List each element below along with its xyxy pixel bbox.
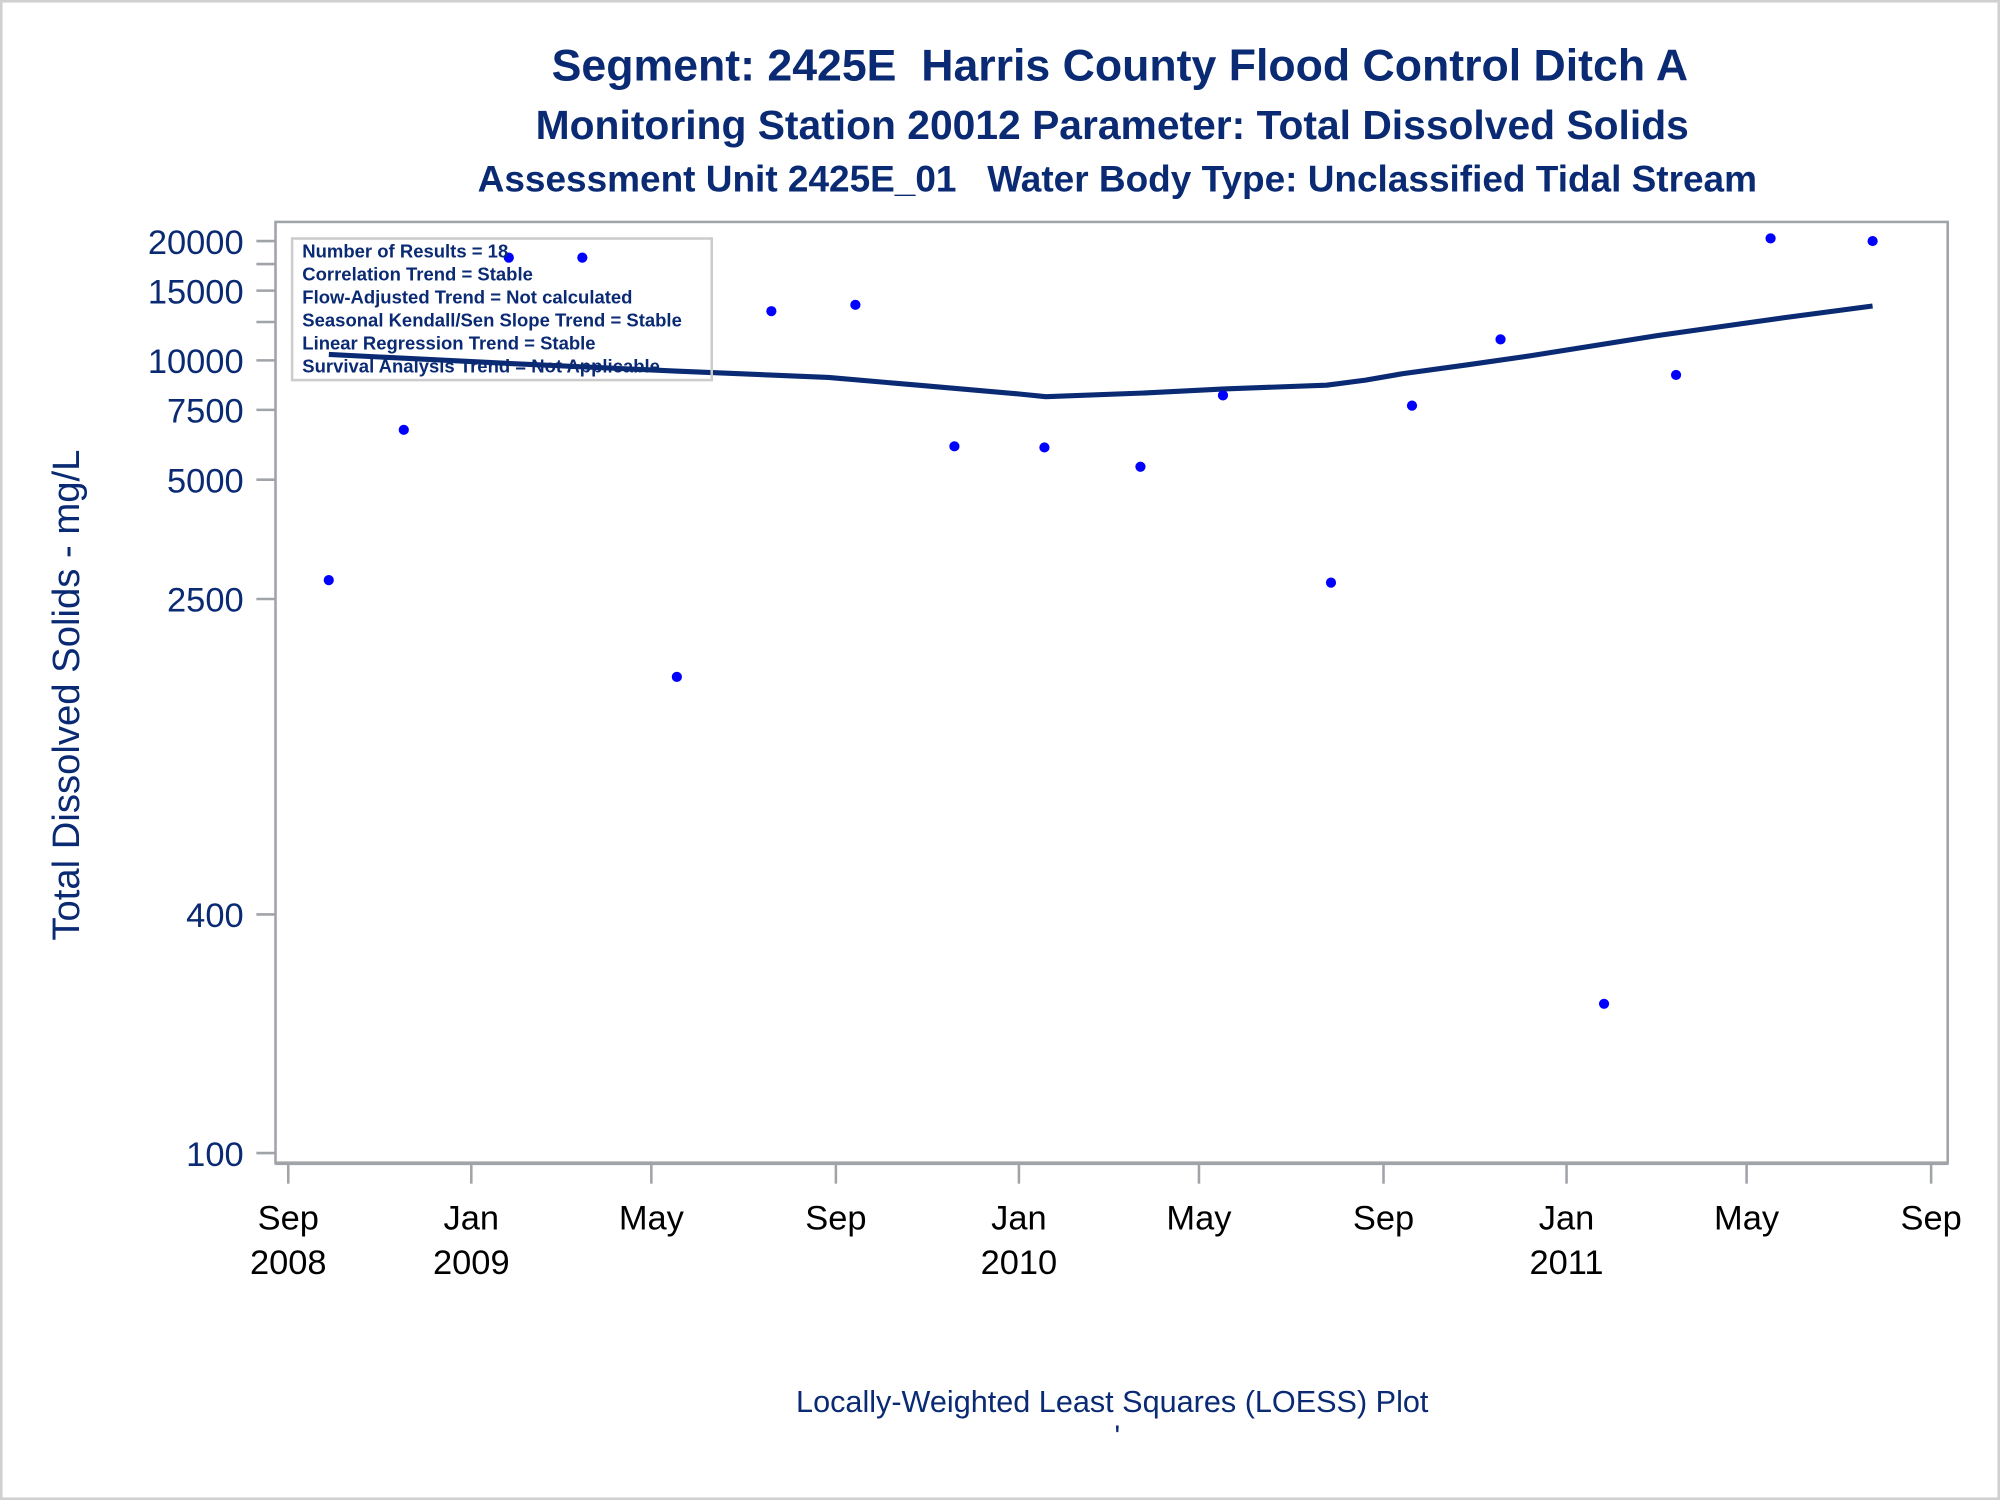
- info-line: Linear Regression Trend = Stable: [302, 332, 595, 353]
- chart-title: Segment: 2425E Harris County Flood Contr…: [552, 41, 1688, 90]
- y-tick-label: 400: [186, 897, 243, 935]
- x-tick-label: Jan: [1539, 1200, 1595, 1238]
- y-tick-label: 10000: [148, 343, 244, 381]
- x-tick-label: Sep: [805, 1200, 866, 1238]
- x-axis-ticks: Sep 2008 Jan 2009 May Sep Jan 2010 May Sep Jan 2011…: [250, 1164, 1962, 1282]
- y-tick-label: 5000: [167, 462, 244, 500]
- y-tick-label: 15000: [148, 273, 244, 311]
- data-point: [323, 575, 334, 586]
- info-box-frame: [290, 237, 714, 382]
- x-tick-label: May: [1166, 1200, 1232, 1238]
- data-point: [503, 252, 514, 263]
- y-axis-ticks: 100 400 2500 5000 7500 10000 15000 20000: [148, 224, 276, 1174]
- x-tick-year-label: 2009: [433, 1244, 510, 1282]
- y-tick-label: 100: [186, 1136, 243, 1174]
- y-tick-label: 20000: [148, 224, 244, 262]
- x-tick-label: May: [1714, 1200, 1780, 1238]
- data-point: [1765, 233, 1776, 244]
- data-point: [850, 299, 861, 310]
- x-tick-label: Sep: [258, 1200, 319, 1238]
- data-point: [1325, 577, 1337, 588]
- info-line: Flow-Adjusted Trend = Not calculated: [302, 287, 632, 308]
- data-point: [949, 441, 960, 452]
- data-point: [1495, 334, 1506, 345]
- chart-subtitle: Monitoring Station 20012 Parameter: Tota…: [536, 102, 1689, 148]
- info-box: Number of Results = 18 Correlation Trend…: [290, 237, 714, 382]
- data-point: [1867, 235, 1878, 247]
- loess-series: [328, 303, 1873, 400]
- x-tick-year-label: 2010: [981, 1244, 1058, 1282]
- data-point: [1598, 998, 1610, 1009]
- x-tick-label: May: [619, 1200, 685, 1238]
- x-tick-label: Sep: [1353, 1200, 1414, 1238]
- info-line: Correlation Trend = Stable: [302, 264, 533, 285]
- observation-series: [323, 233, 1878, 1009]
- data-point: [577, 252, 588, 263]
- data-point: [1039, 442, 1050, 453]
- chart-subtitle-2: Assessment Unit 2425E_01 Water Body Type…: [478, 158, 1757, 199]
- data-point: [766, 306, 777, 317]
- x-tick-label: Sep: [1900, 1200, 1961, 1238]
- data-point: [1135, 461, 1146, 472]
- loess-line: [328, 303, 1873, 400]
- footnote: Locally-Weighted Least Squares (LOESS) P…: [796, 1385, 1429, 1419]
- x-tick-label: Jan: [991, 1200, 1047, 1238]
- data-point: [1217, 390, 1229, 401]
- y-tick-label: 2500: [167, 582, 244, 620]
- footnote-mark: ': [1114, 1419, 1120, 1453]
- y-axis-label: Total Dissolved Solids - mg/L: [45, 450, 88, 941]
- y-tick-label: 7500: [167, 393, 244, 431]
- data-point: [1670, 369, 1682, 381]
- info-line: Seasonal Kendall/Sen Slope Trend = Stabl…: [302, 310, 682, 331]
- data-point: [398, 424, 409, 435]
- x-tick-year-label: 2008: [250, 1244, 327, 1282]
- info-line: Survival Analysis Trend = Not Applicable: [302, 355, 660, 376]
- data-point: [1406, 400, 1418, 411]
- x-tick-label: Jan: [444, 1200, 500, 1238]
- info-line: Number of Results = 18: [302, 241, 508, 262]
- data-point: [671, 671, 682, 683]
- x-tick-year-label: 2011: [1530, 1244, 1604, 1282]
